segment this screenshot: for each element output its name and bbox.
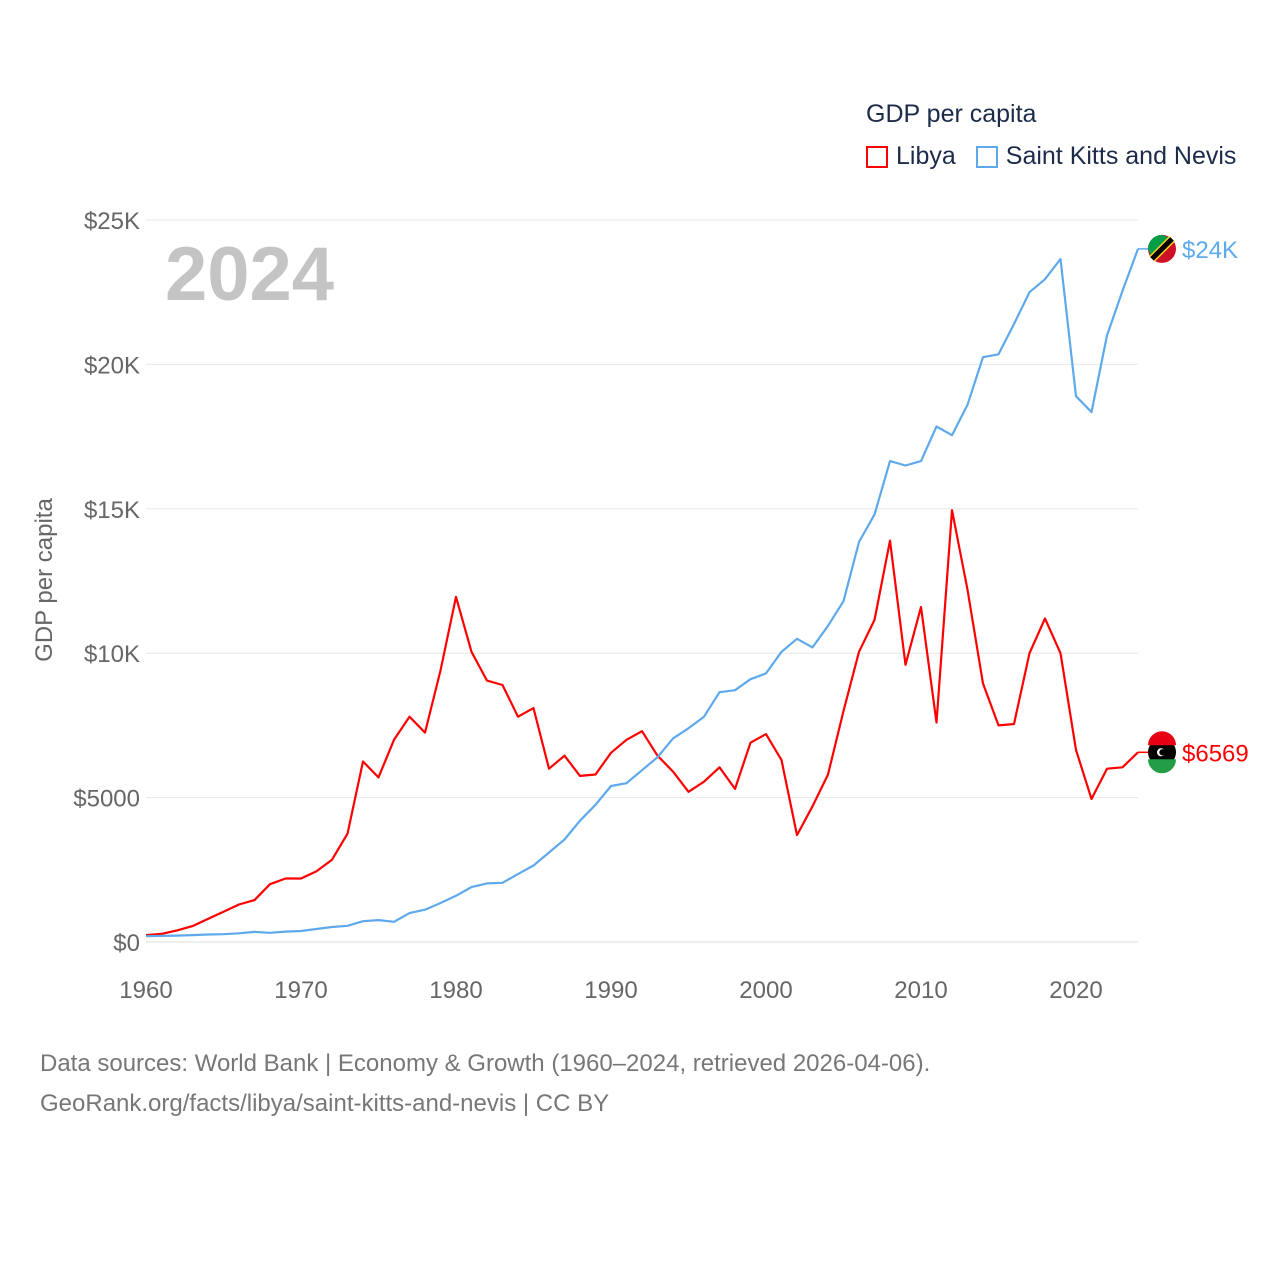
legend-swatch-libya[interactable] xyxy=(866,145,888,168)
y-tick-label: $25K xyxy=(84,208,140,235)
x-tick-label: 2000 xyxy=(739,977,792,1004)
y-tick-label: $20K xyxy=(84,352,140,379)
legend-swatch-saint-kitts[interactable] xyxy=(975,145,998,168)
end-value-label: $24K xyxy=(1182,237,1238,264)
saint-kitts-flag-black xyxy=(1150,237,1174,261)
libya-flag-crescent-cut xyxy=(1159,749,1166,756)
legend-label-saint-kitts[interactable]: Saint Kitts and Nevis xyxy=(1005,142,1237,170)
x-tick-label: 1990 xyxy=(584,977,637,1004)
x-tick-label: 1970 xyxy=(274,977,327,1004)
end-value-label: $6569 xyxy=(1182,740,1249,767)
legend: Libya Saint Kitts and Nevis xyxy=(866,142,1236,171)
x-tick-label: 2010 xyxy=(894,977,947,1004)
series-line-saint-kitts xyxy=(145,248,1140,938)
y-tick-label: $10K xyxy=(84,641,140,668)
libya-flag-red xyxy=(1148,731,1176,746)
y-axis-label: GDP per capita xyxy=(31,498,58,662)
x-tick-label: 2020 xyxy=(1049,977,1102,1004)
y-tick-label: $5000 xyxy=(73,786,140,813)
footer-sources: Data sources: World Bank | Economy & Gro… xyxy=(40,1050,931,1077)
footer-link[interactable]: GeoRank.org/facts/libya/saint-kitts-and-… xyxy=(40,1090,610,1117)
libya-flag-green xyxy=(1148,759,1176,774)
y-tick-label: $15K xyxy=(84,497,140,524)
series-line-libya xyxy=(145,509,1139,937)
legend-label-libya[interactable]: Libya xyxy=(896,142,956,170)
x-tick-label: 1960 xyxy=(119,977,172,1004)
year-label: 2024 xyxy=(165,232,334,317)
x-tick-label: 1980 xyxy=(429,977,482,1004)
footer: Data sources: World Bank | Economy & Gro… xyxy=(40,1044,930,1124)
legend-title: GDP per capita xyxy=(866,100,1037,128)
y-tick-label: $0 xyxy=(113,930,140,957)
